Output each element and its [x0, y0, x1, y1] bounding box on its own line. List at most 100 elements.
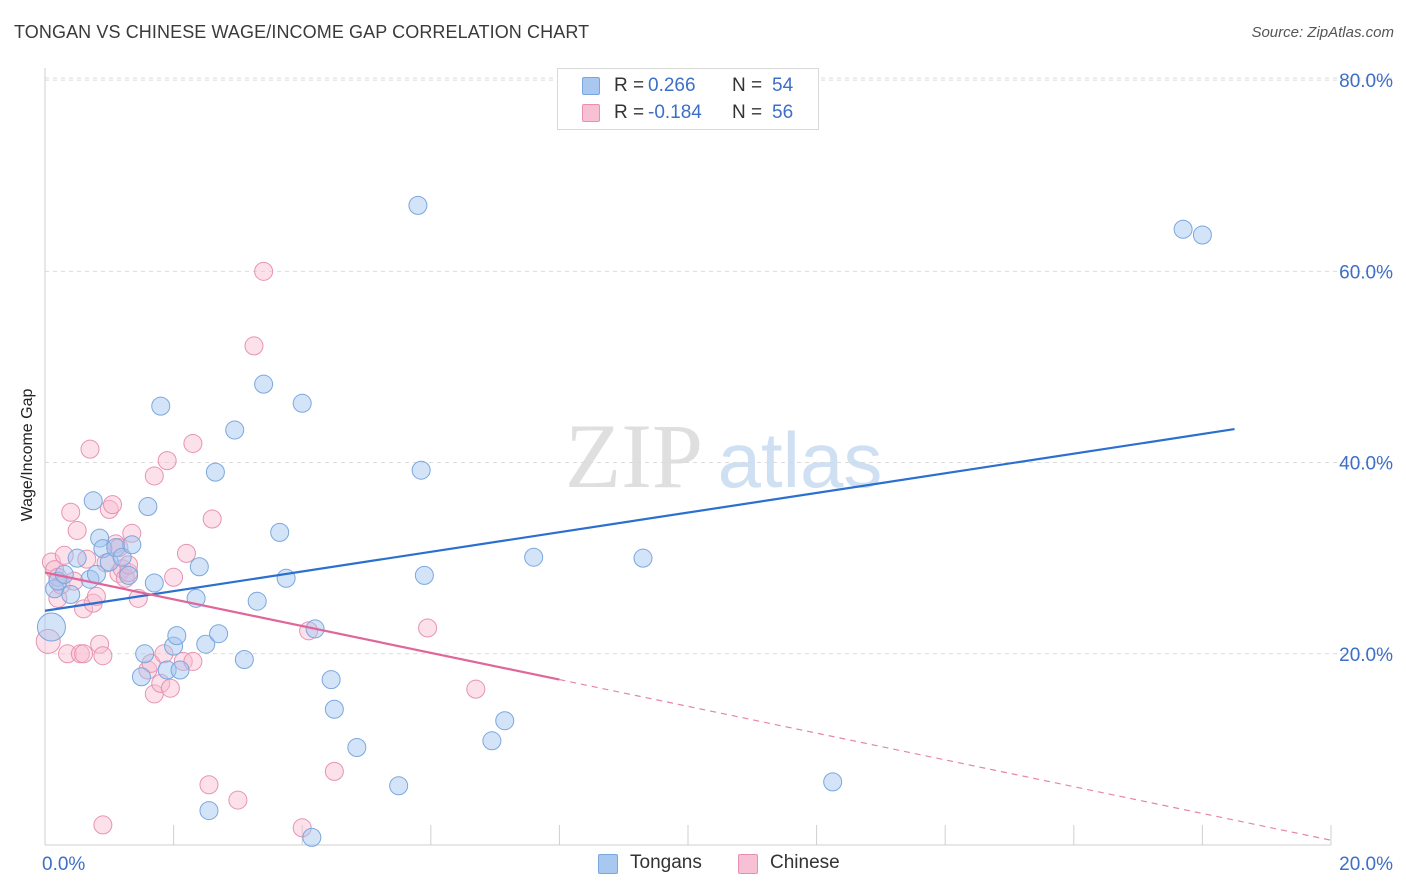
tongans-point-9 — [90, 528, 110, 548]
tongans-point-42 — [302, 827, 322, 847]
chinese-point-40 — [199, 775, 219, 795]
chinese-point-34 — [157, 451, 177, 471]
chinese-point-53 — [119, 555, 139, 575]
chinese-point-16 — [90, 634, 110, 654]
bottom-legend-swatch-tongans — [598, 854, 618, 874]
chinese-point-43 — [244, 336, 264, 356]
chinese-point-33 — [154, 644, 174, 664]
tongans-point-23 — [167, 626, 187, 646]
chinese-point-15 — [86, 586, 106, 606]
legend-r-value: -0.184 — [648, 102, 702, 123]
tongans-point-34 — [254, 374, 274, 394]
legend-n-value: 56 — [772, 102, 794, 123]
bottom-legend-swatch-chinese — [738, 854, 758, 874]
y-tick-label-40: 40.0% — [1339, 454, 1393, 475]
tongans-point-39 — [321, 670, 341, 690]
tongans-point-47 — [482, 731, 502, 751]
tongans-point-46 — [414, 565, 434, 585]
source-label: Source: ZipAtlas.com — [1251, 24, 1394, 41]
chinese-trend-extension — [559, 679, 1332, 841]
trend-lines — [44, 428, 1332, 841]
tongans-point-16 — [138, 497, 158, 517]
chinese-point-29 — [141, 653, 161, 673]
chinese-point-26 — [122, 523, 142, 543]
chart-title: TONGAN VS CHINESE WAGE/INCOME GAP CORREL… — [14, 22, 590, 42]
chinese-point-12 — [77, 549, 97, 569]
tongans-point-50 — [633, 548, 653, 568]
chinese-point-47 — [324, 761, 344, 781]
tongans-point-49 — [524, 547, 544, 567]
y-axis-label: Wage/Income Gap — [19, 388, 36, 522]
chinese-point-7 — [61, 502, 81, 522]
tongans-point-0 — [36, 612, 66, 642]
tongans-point-20 — [135, 644, 155, 664]
grid-lines — [45, 77, 1392, 655]
tongans-point-27 — [196, 634, 216, 654]
legend-r-label: R = — [614, 102, 645, 123]
tongans-point-11 — [99, 552, 119, 572]
tongans-point-5 — [67, 548, 87, 568]
tongans-point-51 — [823, 772, 843, 792]
chinese-point-13 — [80, 439, 100, 459]
x-tick-label-0: 0.0% — [42, 854, 85, 875]
chinese-point-48 — [418, 618, 438, 638]
tongans-point-48 — [495, 711, 515, 731]
legend-r-label: R = — [614, 75, 645, 96]
y-tick-label-20: 20.0% — [1339, 645, 1393, 666]
tongans-point-30 — [199, 801, 219, 821]
tongans-point-40 — [324, 699, 344, 719]
tongans-point-44 — [408, 195, 428, 215]
chinese-point-52 — [74, 644, 94, 664]
watermark-zip: ZIP — [565, 405, 703, 507]
legend-r-value: 0.266 — [648, 75, 696, 96]
tongans-point-8 — [83, 491, 103, 511]
chinese-point-41 — [202, 509, 222, 529]
data-points — [35, 195, 1212, 847]
tongans-trend-line — [44, 428, 1235, 612]
chinese-point-35 — [164, 567, 184, 587]
tongans-point-31 — [225, 420, 245, 440]
tongans-point-26 — [189, 557, 209, 577]
chinese-trend-line — [44, 571, 560, 681]
tongans-point-41 — [347, 737, 367, 757]
y-tick-label-80: 80.0% — [1339, 71, 1393, 92]
watermark-atlas: atlas — [718, 416, 883, 504]
chinese-point-9 — [67, 520, 87, 540]
tongans-point-22 — [164, 636, 184, 656]
chinese-point-17 — [93, 646, 113, 666]
bottom-legend-label-tongans: Tongans — [630, 852, 702, 873]
tongans-point-28 — [205, 462, 225, 482]
chinese-point-44 — [254, 261, 274, 281]
chinese-point-37 — [176, 543, 196, 563]
tongans-point-17 — [144, 573, 164, 593]
tongans-point-24 — [170, 660, 190, 680]
chinese-point-38 — [183, 433, 203, 453]
tongans-point-35 — [270, 522, 290, 542]
axes — [44, 68, 1332, 846]
chinese-point-42 — [228, 790, 248, 810]
chinese-point-50 — [93, 815, 113, 835]
bottom-legend-label-chinese: Chinese — [770, 852, 840, 873]
tick-labels: 20.0% 40.0% 60.0% 80.0% 0.0% 20.0% — [42, 71, 1393, 875]
chinese-point-20 — [103, 495, 123, 515]
tongans-point-52 — [1173, 219, 1193, 239]
chinese-point-46 — [292, 818, 312, 838]
tongans-point-43 — [389, 776, 409, 796]
x-tick-label-20: 20.0% — [1339, 854, 1393, 875]
chinese-point-55 — [160, 678, 180, 698]
tongans-point-32 — [234, 650, 254, 670]
legend-swatch-tongans — [582, 77, 600, 95]
chinese-point-0 — [35, 628, 61, 654]
legend-n-value: 54 — [772, 75, 794, 96]
chinese-point-49 — [466, 679, 486, 699]
stats-legend: R = 0.266 N = 54 R = -0.184 N = 56 — [557, 68, 819, 130]
y-tick-label-60: 60.0% — [1339, 262, 1393, 283]
tongans-point-45 — [411, 460, 431, 480]
legend-swatch-chinese — [582, 104, 600, 122]
tongans-point-15 — [122, 535, 142, 555]
legend-n-label: N = — [732, 102, 763, 123]
legend-n-label: N = — [732, 75, 763, 96]
tongans-point-29 — [209, 624, 229, 644]
tongans-point-12 — [106, 538, 126, 558]
